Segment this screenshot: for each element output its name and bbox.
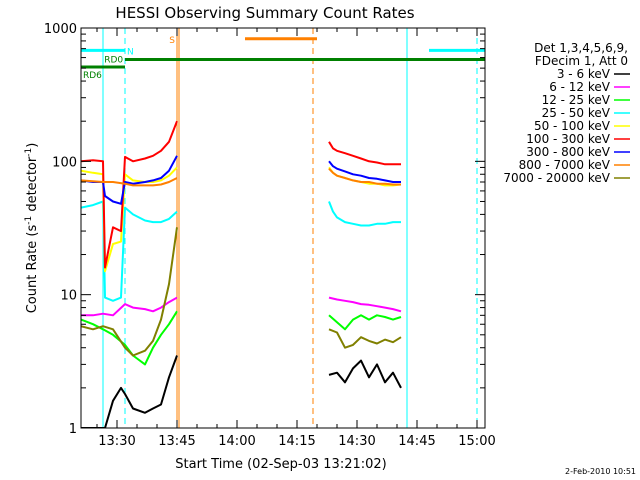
y-axis-label-mid: detector	[25, 156, 40, 216]
series-line-5-0	[81, 120, 178, 269]
legend-label-2: 12 - 25 keV	[542, 93, 611, 107]
chart-title: HESSI Observing Summary Count Rates	[115, 4, 414, 22]
y-axis-label-end: )	[25, 143, 40, 148]
legend: Det 1,3,4,5,6,9,FDecim 1, Att 03 - 6 keV…	[503, 41, 630, 185]
y-tick-label-1: 1	[69, 422, 77, 437]
axes: 13:30 13:45 14:00 14:15 14:30 14:45 15:00 1 10 10…	[44, 22, 496, 449]
y-axis-label: Count Rate (s-1 detector-1)	[24, 143, 40, 314]
flag-label-rd6: RD6	[83, 71, 102, 81]
flag-label-rd0: RD0	[104, 56, 123, 66]
series-line-6-1	[328, 160, 401, 183]
flag-label-n: N	[127, 47, 134, 57]
x-tick-label-1430: 14:30	[338, 434, 375, 449]
legend-header-0: Det 1,3,4,5,6,9,	[534, 41, 628, 55]
x-axis-label: Start Time (02-Sep-03 13:21:02)	[175, 457, 386, 472]
legend-label-4: 50 - 100 keV	[534, 119, 611, 133]
plot-frame	[80, 27, 486, 429]
y-tick-label-100: 100	[52, 155, 77, 170]
legend-header-1: FDecim 1, Att 0	[535, 54, 628, 68]
x-tick-label-1415: 14:15	[278, 434, 315, 449]
series-line-3-1	[328, 201, 401, 227]
series-line-7-0	[81, 177, 178, 187]
legend-label-8: 7000 - 20000 keV	[503, 171, 610, 185]
series-line-8-0	[81, 227, 178, 357]
y-tick-label-1000: 1000	[44, 22, 77, 37]
y-tick-label-10: 10	[60, 289, 77, 304]
legend-label-1: 6 - 12 keV	[549, 80, 611, 94]
y-axis-label-sup1: -1	[24, 216, 34, 225]
x-tick-label-1400: 14:00	[218, 434, 255, 449]
legend-label-7: 800 - 7000 keV	[519, 158, 611, 172]
footer-timestamp: 2-Feb-2010 10:51	[565, 467, 636, 476]
x-tick-label-1345: 13:45	[158, 434, 195, 449]
series-line-5-1	[328, 141, 401, 166]
flag-label-s: S	[169, 36, 175, 46]
y-axis-label-main: Count Rate (s	[25, 225, 40, 314]
series-line-1-1	[328, 296, 402, 313]
series-line-2-1	[328, 314, 402, 331]
legend-label-0: 3 - 6 keV	[557, 67, 611, 81]
x-tick-label-1330: 13:30	[98, 434, 135, 449]
x-tick-label-1445: 14:45	[398, 434, 435, 449]
legend-label-3: 25 - 50 keV	[542, 106, 611, 120]
series-line-3-0	[81, 200, 178, 302]
series-line-2-0	[81, 310, 178, 366]
series-line-0-0	[81, 355, 178, 428]
x-tick-label-1500: 15:00	[458, 434, 495, 449]
series-line-7-1	[328, 168, 401, 186]
series-line-0-1	[328, 359, 402, 389]
legend-label-5: 100 - 300 keV	[526, 132, 610, 146]
series-line-8-1	[328, 328, 402, 349]
legend-label-6: 300 - 800 keV	[526, 145, 610, 159]
y-axis-label-sup2: -1	[24, 148, 34, 157]
